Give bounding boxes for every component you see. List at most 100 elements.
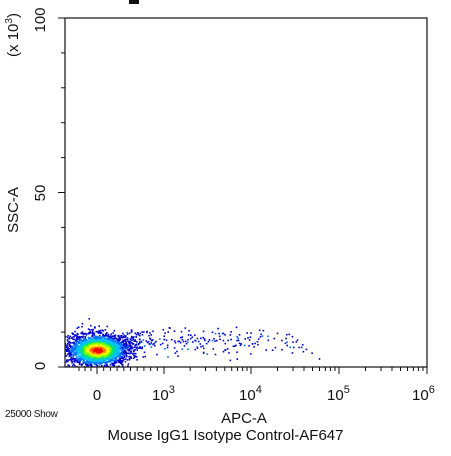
- event-point: [65, 336, 67, 338]
- event-point: [108, 345, 110, 347]
- event-point: [70, 356, 73, 359]
- event-point: [80, 336, 82, 338]
- event-point: [103, 336, 106, 338]
- event-point: [124, 335, 126, 337]
- event-point: [132, 357, 135, 360]
- event-point: [79, 358, 81, 361]
- event-point: [58, 362, 60, 364]
- event-point: [99, 332, 102, 335]
- event-point: [129, 347, 132, 350]
- event-point: [109, 342, 111, 345]
- event-point: [112, 343, 115, 345]
- event-point: [115, 348, 117, 350]
- event-point: [86, 340, 89, 343]
- event-point: [92, 341, 94, 344]
- event-point: [108, 358, 111, 361]
- event-point: [99, 353, 102, 356]
- event-point: [114, 345, 116, 347]
- event-point: [107, 337, 110, 340]
- event-point: [88, 361, 90, 363]
- event-point: [74, 334, 76, 336]
- event-point: [146, 341, 149, 344]
- event-point: [111, 339, 114, 342]
- event-point: [253, 346, 255, 348]
- event-point: [80, 357, 82, 360]
- event-point: [127, 349, 129, 351]
- event-point: [58, 358, 60, 360]
- event-point: [76, 356, 78, 358]
- event-point: [61, 348, 63, 350]
- event-point: [88, 338, 90, 340]
- event-point: [79, 352, 82, 354]
- event-point: [83, 338, 86, 341]
- event-point: [93, 334, 96, 336]
- event-point: [77, 358, 79, 360]
- event-point: [97, 357, 100, 360]
- event-point: [98, 346, 100, 349]
- event-point: [127, 342, 130, 344]
- event-point: [88, 318, 90, 320]
- event-point: [57, 345, 59, 347]
- event-point: [291, 352, 294, 354]
- event-point: [99, 344, 101, 347]
- event-point: [218, 332, 220, 335]
- event-point: [73, 342, 75, 345]
- event-point: [291, 335, 294, 338]
- event-point: [57, 343, 59, 345]
- event-point: [232, 345, 235, 348]
- event-point: [112, 357, 115, 360]
- event-point: [94, 326, 96, 328]
- event-point: [168, 327, 171, 329]
- event-point: [141, 331, 143, 333]
- event-point: [184, 340, 187, 343]
- event-point: [89, 338, 91, 341]
- event-point: [83, 339, 85, 342]
- event-point: [128, 358, 131, 361]
- event-point: [100, 351, 102, 353]
- event-point: [84, 347, 87, 349]
- event-point: [166, 346, 169, 349]
- event-point: [217, 327, 219, 330]
- event-point: [128, 349, 130, 352]
- event-point: [104, 343, 107, 346]
- event-point: [79, 359, 81, 362]
- event-point: [73, 363, 75, 366]
- event-point: [113, 361, 116, 364]
- event-point: [114, 335, 116, 338]
- event-point: [123, 350, 126, 352]
- event-point: [174, 341, 177, 344]
- event-point: [130, 352, 132, 354]
- event-point: [128, 358, 131, 360]
- event-point: [96, 353, 99, 355]
- event-point: [99, 343, 102, 346]
- event-point: [88, 369, 90, 371]
- event-point: [83, 358, 85, 360]
- event-point: [152, 343, 154, 346]
- event-point: [69, 342, 72, 344]
- event-point: [125, 355, 128, 357]
- event-point: [90, 324, 92, 327]
- event-point: [119, 347, 121, 349]
- event-point: [106, 350, 108, 352]
- event-point: [90, 354, 93, 356]
- event-point: [75, 340, 77, 342]
- event-point: [47, 338, 49, 340]
- event-point: [97, 345, 100, 347]
- event-point: [244, 338, 247, 340]
- event-point: [184, 327, 187, 329]
- event-point: [78, 340, 80, 343]
- event-point: [91, 328, 93, 331]
- event-point: [257, 343, 259, 346]
- event-point: [122, 349, 124, 352]
- event-point: [106, 325, 109, 328]
- event-point: [67, 360, 69, 363]
- event-point: [102, 353, 104, 355]
- event-point: [104, 346, 107, 349]
- event-point: [137, 332, 139, 334]
- event-point: [122, 343, 124, 346]
- event-point: [93, 346, 96, 349]
- event-point: [93, 336, 95, 339]
- event-point: [109, 348, 112, 351]
- event-point: [89, 332, 91, 334]
- event-point: [238, 342, 241, 345]
